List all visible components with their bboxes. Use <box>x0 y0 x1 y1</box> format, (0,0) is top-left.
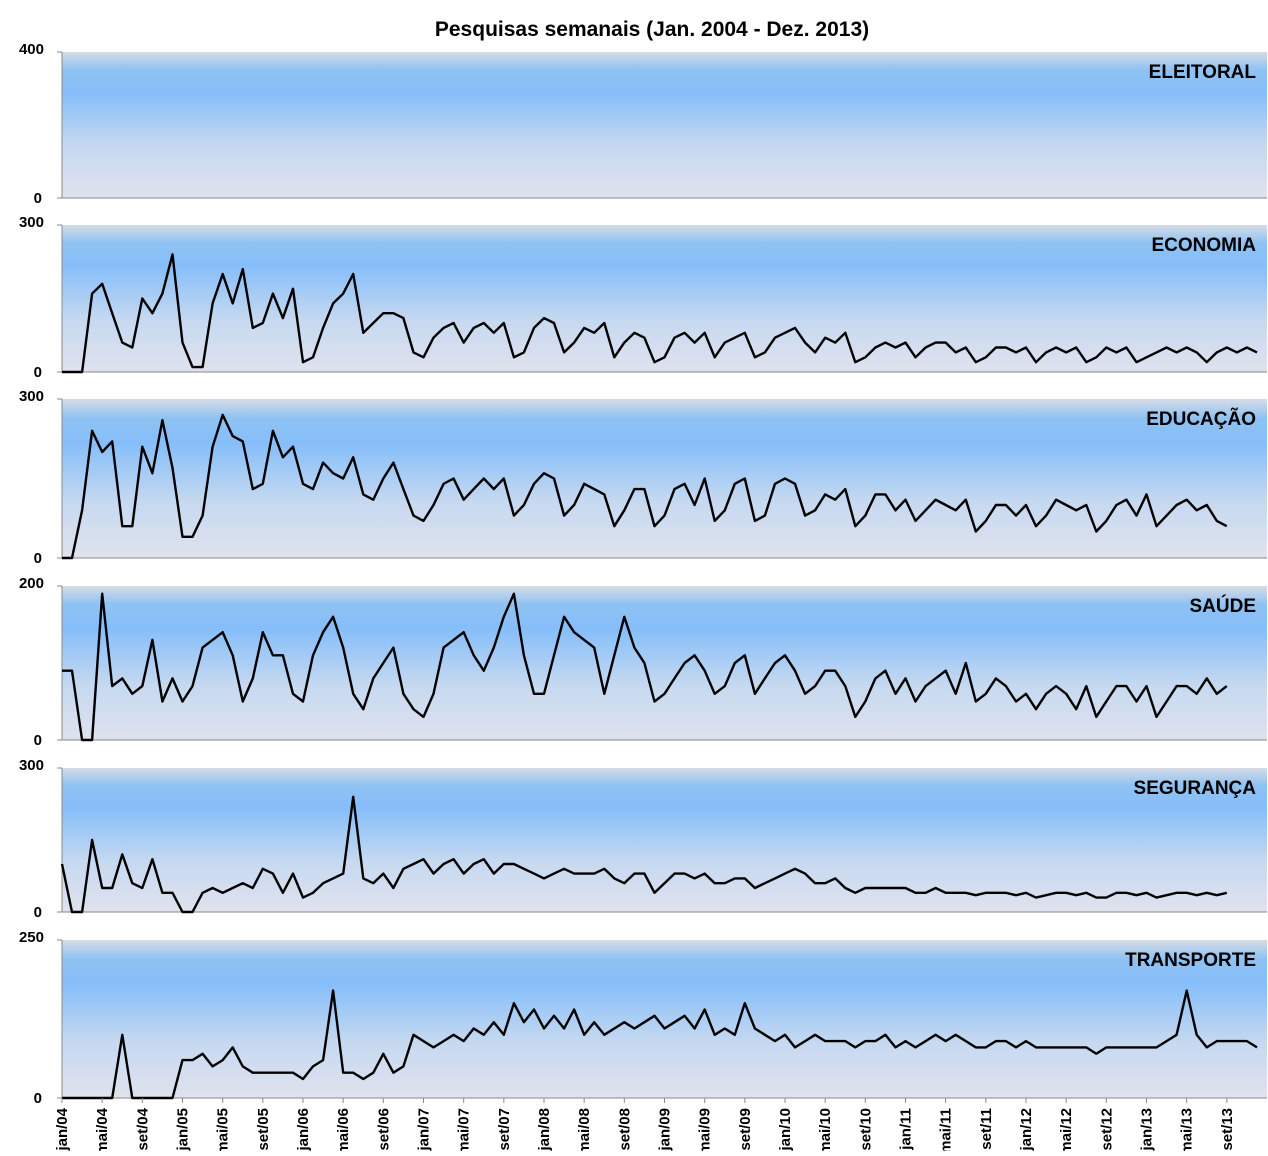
x-tick-label: jan/06 <box>295 1108 312 1151</box>
x-tick-label: jan/10 <box>777 1108 794 1151</box>
x-tick-label: mai/05 <box>215 1108 232 1151</box>
x-tick-label: mai/10 <box>817 1108 834 1151</box>
y-tick-label: 0 <box>34 550 42 567</box>
series-line-economia <box>62 253 1258 374</box>
x-tick-label: jan/12 <box>1018 1108 1035 1151</box>
y-tick-label: 0 <box>34 190 42 207</box>
chart-title: Pesquisas semanais (Jan. 2004 - Dez. 201… <box>435 18 869 41</box>
x-tick-label: set/05 <box>255 1108 272 1151</box>
x-tick-label: mai/13 <box>1179 1108 1196 1151</box>
panels: 0 400 ELEITORAL 0 300 ECONOMIA 0 300 EDUCAÇÃO 0 20… <box>19 41 1267 1107</box>
x-tick-label: set/13 <box>1219 1108 1236 1151</box>
y-tick-label: 0 <box>34 904 42 921</box>
panel-label: EDUCAÇÃO <box>1146 408 1256 430</box>
y-tick-label: 0 <box>34 1090 42 1107</box>
panel-economia: 0 300 ECONOMIA <box>19 214 1267 381</box>
x-tick-label: set/07 <box>496 1108 513 1151</box>
y-tick-label: 300 <box>19 757 44 774</box>
series-line-saude <box>62 592 1228 742</box>
x-tick-label: mai/04 <box>94 1107 111 1151</box>
panel-seguranca: 0 300 SEGURANÇA <box>19 757 1267 921</box>
panel-background <box>62 768 1267 912</box>
x-tick-label: mai/12 <box>1058 1108 1075 1151</box>
x-tick-label: jan/04 <box>54 1107 71 1151</box>
x-tick-label: jan/05 <box>175 1108 192 1151</box>
series-line-seguranca <box>60 795 1228 914</box>
panel-label: ECONOMIA <box>1152 235 1257 256</box>
x-tick-label: mai/09 <box>697 1108 714 1151</box>
x-tick-label: set/04 <box>134 1107 151 1150</box>
y-tick-label: 0 <box>34 364 42 381</box>
panel-label: TRANSPORTE <box>1125 950 1256 971</box>
panel-background <box>62 940 1267 1098</box>
x-tick-label: set/09 <box>737 1108 754 1151</box>
panel-transporte: 0 250 TRANSPORTE <box>19 929 1267 1107</box>
panel-educacao: 0 300 EDUCAÇÃO <box>19 388 1267 567</box>
y-tick-label: 400 <box>19 41 44 58</box>
y-tick-label: 250 <box>19 929 44 946</box>
panel-background <box>62 586 1267 740</box>
x-tick-label: jan/09 <box>657 1108 674 1151</box>
x-tick-label: set/12 <box>1098 1108 1115 1151</box>
x-tick-label: mai/11 <box>938 1108 955 1151</box>
x-tick-label: mai/06 <box>335 1108 352 1151</box>
series-line-transporte <box>62 989 1258 1100</box>
y-tick-label: 200 <box>19 575 44 592</box>
panel-background <box>62 225 1267 372</box>
x-tick-label: jan/13 <box>1139 1108 1156 1151</box>
x-tick-label: set/08 <box>616 1108 633 1151</box>
y-tick-label: 0 <box>34 732 42 749</box>
x-tick-label: set/06 <box>375 1108 392 1151</box>
panel-background <box>62 52 1267 198</box>
x-tick-label: set/10 <box>857 1108 874 1151</box>
x-tick-label: jan/07 <box>416 1108 433 1151</box>
panel-saude: 0 200 SAÚDE <box>19 575 1267 749</box>
panel-label: SEGURANÇA <box>1134 778 1257 799</box>
x-tick-label: set/11 <box>978 1108 995 1150</box>
panel-label: ELEITORAL <box>1149 62 1257 83</box>
panel-eleitoral: 0 400 ELEITORAL <box>19 41 1267 207</box>
x-tick-label: jan/08 <box>536 1108 553 1151</box>
x-tick-label: mai/07 <box>456 1108 473 1151</box>
y-tick-label: 300 <box>19 388 44 405</box>
panel-background <box>62 399 1267 558</box>
panel-label: SAÚDE <box>1189 595 1256 617</box>
y-tick-label: 300 <box>19 214 44 231</box>
series-line-educacao <box>62 413 1228 560</box>
x-axis: jan/04 mai/04 set/04 jan/05 mai/05 set/05 jan/… <box>54 1098 1236 1155</box>
x-tick-label: mai/08 <box>576 1108 593 1151</box>
x-tick-label: jan/11 <box>898 1108 915 1151</box>
